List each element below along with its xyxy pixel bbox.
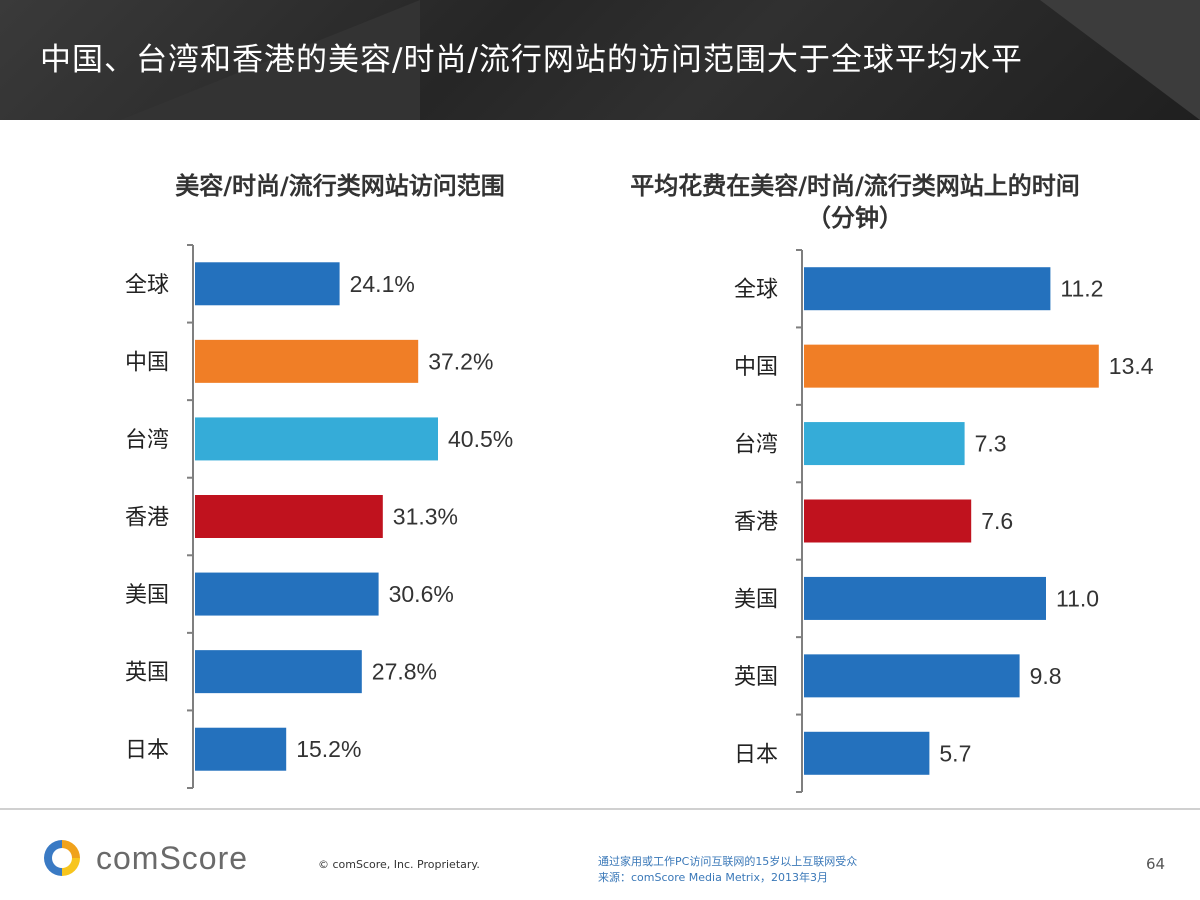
left-chart-title: 美容/时尚/流行类网站访问范围 <box>175 172 505 200</box>
page-number: 64 <box>1146 855 1166 873</box>
copyright-text: © comScore, Inc. Proprietary. <box>318 858 480 871</box>
category-label: 台湾 <box>734 433 778 458</box>
logo-wordmark: comScore <box>96 840 249 876</box>
value-label: 9.8 <box>1030 663 1062 689</box>
comscore-logo-icon <box>44 840 80 876</box>
value-label: 13.4 <box>1109 353 1154 379</box>
bar-中国 <box>195 339 419 383</box>
category-label: 台湾 <box>125 428 169 453</box>
bar-英国 <box>195 650 362 694</box>
bar-日本 <box>804 731 930 775</box>
category-label: 香港 <box>125 506 169 531</box>
value-label: 37.2% <box>428 348 493 374</box>
bar-美国 <box>195 572 379 616</box>
category-label: 美国 <box>734 587 778 612</box>
category-label: 全球 <box>734 278 778 303</box>
value-label: 40.5% <box>448 426 513 452</box>
category-label: 英国 <box>734 665 778 690</box>
bar-香港 <box>195 495 383 538</box>
value-label: 24.1% <box>350 271 415 297</box>
value-label: 15.2% <box>296 736 361 762</box>
value-label: 7.3 <box>975 431 1007 457</box>
source-notes: 通过家用或工作PC访问互联网的15岁以上互联网受众 来源：comScore Me… <box>598 854 857 886</box>
value-label: 5.7 <box>939 740 971 766</box>
page-title: 中国、台湾和香港的美容/时尚/流行网站的访问范围大于全球平均水平 <box>40 42 1023 78</box>
right-chart-title-line1: 平均花费在美容/时尚/流行类网站上的时间 <box>630 172 1080 200</box>
bar-美国 <box>804 576 1046 620</box>
bar-英国 <box>804 654 1020 698</box>
bar-全球 <box>804 267 1051 311</box>
category-label: 全球 <box>125 273 169 298</box>
value-label: 27.8% <box>372 659 437 685</box>
right-chart-title-line2: （分钟） <box>807 204 903 232</box>
value-label: 7.6 <box>981 508 1013 534</box>
bar-日本 <box>195 727 287 771</box>
comscore-logo <box>44 840 80 876</box>
bar-中国 <box>804 344 1099 388</box>
bar-台湾 <box>195 417 438 461</box>
value-label: 11.0 <box>1056 585 1099 611</box>
value-label: 30.6% <box>389 581 454 607</box>
header-banner: 中国、台湾和香港的美容/时尚/流行网站的访问范围大于全球平均水平 <box>0 0 1200 120</box>
category-label: 美国 <box>125 583 169 608</box>
category-label: 香港 <box>734 510 778 535</box>
category-label: 中国 <box>734 355 778 380</box>
bar-全球 <box>195 262 340 306</box>
bar-香港 <box>804 499 972 543</box>
category-label: 日本 <box>125 738 169 763</box>
footer-divider <box>0 808 1200 810</box>
category-label: 日本 <box>734 742 778 767</box>
category-label: 英国 <box>125 661 169 686</box>
right-chart-title: 平均花费在美容/时尚/流行类网站上的时间 （分钟） <box>590 170 1120 234</box>
category-label: 中国 <box>125 350 169 375</box>
note-source: 来源：comScore Media Metrix，2013年3月 <box>598 871 828 884</box>
value-label: 31.3% <box>393 504 458 530</box>
note-audience: 通过家用或工作PC访问互联网的15岁以上互联网受众 <box>598 855 858 868</box>
bar-台湾 <box>804 422 965 466</box>
value-label: 11.2 <box>1060 276 1103 302</box>
